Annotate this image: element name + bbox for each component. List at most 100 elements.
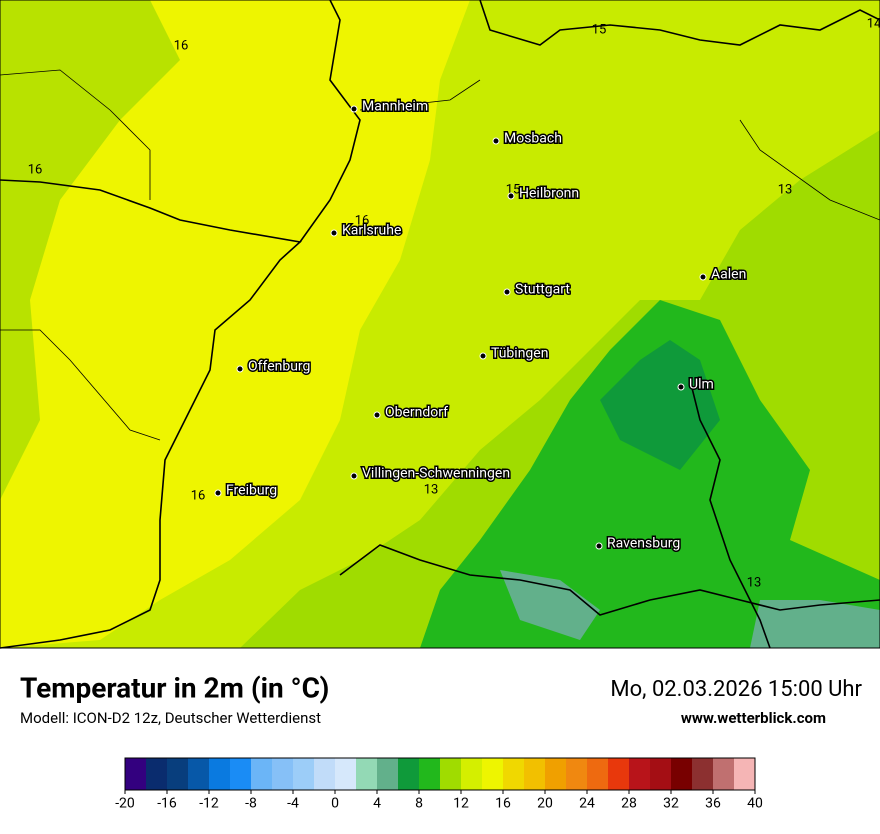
colorbar-cell xyxy=(440,758,461,790)
colorbar-cell xyxy=(671,758,692,790)
colorbar-cell xyxy=(692,758,713,790)
city-dot xyxy=(492,137,500,145)
colorbar-cell xyxy=(461,758,482,790)
region-lines xyxy=(0,69,880,441)
contour-label: 13 xyxy=(747,575,762,590)
city-dot xyxy=(595,542,603,550)
city-label: Karlsruhe xyxy=(342,223,401,239)
city-label: Mannheim xyxy=(362,99,428,115)
colorbar-cell xyxy=(188,758,209,790)
colorbar-tick-label: 16 xyxy=(495,796,511,812)
city-label: Aalen xyxy=(711,267,746,283)
coldest-area xyxy=(500,570,880,648)
city-dot xyxy=(507,192,515,200)
colorbar-tick-label: 20 xyxy=(537,796,553,812)
colorbar: -20 -16 -12 -8 -4 0 4 8 12 16 20 24 28 32 36 40 xyxy=(115,757,763,812)
warm-area xyxy=(0,0,470,648)
colorbar-tick-label: 28 xyxy=(621,796,637,812)
colorbar-cell xyxy=(230,758,251,790)
colorbar-cell xyxy=(524,758,545,790)
contour-label: 14 xyxy=(867,16,880,31)
model-info: Modell: ICON-D2 12z, Deutscher Wetterdie… xyxy=(20,709,321,727)
colorbar-tick-label: 8 xyxy=(415,796,423,812)
contour-label: 16 xyxy=(174,38,189,53)
cold-area xyxy=(420,300,880,648)
city-dot xyxy=(330,229,338,237)
city-label: Offenburg xyxy=(248,359,310,375)
colorbar-cell xyxy=(419,758,440,790)
colorbar-cell xyxy=(314,758,335,790)
colorbar-tick-label: 32 xyxy=(663,796,679,812)
colorbar-cell xyxy=(608,758,629,790)
colorbar-tick-label: 4 xyxy=(373,796,381,812)
colorbar-frame xyxy=(124,757,756,791)
colorbar-cell xyxy=(125,758,146,790)
website: www.wetterblick.com xyxy=(681,709,826,727)
colorbar-cell xyxy=(398,758,419,790)
colorbar-cell xyxy=(587,758,608,790)
city-label: Ulm xyxy=(689,377,714,393)
contour-label: 15 xyxy=(592,22,607,37)
colorbar-tick-label: -16 xyxy=(157,796,177,812)
city-dot xyxy=(350,105,358,113)
colorbar-tick-label: 0 xyxy=(331,796,339,812)
border-south xyxy=(339,544,880,616)
colorbar-cell xyxy=(335,758,356,790)
border-northeast xyxy=(479,0,880,46)
city-dot xyxy=(699,273,707,281)
map xyxy=(0,0,880,649)
cities: Mannheim Mosbach Heilbronn Karlsruhe Aalen St… xyxy=(214,97,748,553)
colorbar-cell xyxy=(272,758,293,790)
colorbar-cell xyxy=(734,758,755,790)
colorbar-cell xyxy=(503,758,524,790)
city-dot xyxy=(214,489,222,497)
colorbar-tick-label: -4 xyxy=(287,796,299,812)
city-dot xyxy=(350,472,358,480)
city-dot xyxy=(236,365,244,373)
border-west xyxy=(0,179,302,649)
contour-label: 16 xyxy=(355,213,370,228)
city-label: Villingen-Schwenningen xyxy=(362,466,510,482)
contour-label: 16 xyxy=(191,488,206,503)
colorbar-tick-label: -20 xyxy=(115,796,135,812)
colorbar-tick-label: -12 xyxy=(199,796,219,812)
city-label: Stuttgart xyxy=(515,282,570,298)
city-dot xyxy=(479,352,487,360)
colorbar-cell xyxy=(167,758,188,790)
colorbar-cell xyxy=(650,758,671,790)
contour-label: 16 xyxy=(28,162,43,177)
border-north xyxy=(299,0,361,243)
city-label: Tübingen xyxy=(491,346,548,362)
colorbar-cell xyxy=(209,758,230,790)
colorbar-cell xyxy=(566,758,587,790)
colorbar-cell xyxy=(713,758,734,790)
colorbar-tick-label: 36 xyxy=(705,796,721,812)
colorbar-cell xyxy=(293,758,314,790)
colder-area xyxy=(600,340,720,470)
colorbar-cell xyxy=(629,758,650,790)
city-label: Oberndorf xyxy=(385,405,448,421)
city-label: Mosbach xyxy=(504,131,562,147)
colorbar-tick-label: 40 xyxy=(747,796,763,812)
contour-label: 13 xyxy=(778,182,793,197)
colorbar-cell xyxy=(146,758,167,790)
cool-area xyxy=(0,0,180,500)
datetime: Mo, 02.03.2026 15:00 Uhr xyxy=(610,677,862,702)
title: Temperatur in 2m (in °C) xyxy=(20,671,329,704)
city-label: Ravensburg xyxy=(607,536,680,552)
contour-label: 13 xyxy=(424,482,439,497)
city-dot xyxy=(373,411,381,419)
city-dot xyxy=(677,383,685,391)
colorbar-cell xyxy=(482,758,503,790)
city-label: Heilbronn xyxy=(519,186,579,202)
city-dot xyxy=(503,288,511,296)
colorbar-cell xyxy=(356,758,377,790)
city-label: Freiburg xyxy=(226,483,277,499)
map-frame xyxy=(0,0,880,649)
colorbar-cell xyxy=(251,758,272,790)
colorbar-cell xyxy=(377,758,398,790)
border-east xyxy=(689,379,771,649)
colorbar-tick-label: 24 xyxy=(579,796,595,812)
colorbar-cell xyxy=(545,758,566,790)
